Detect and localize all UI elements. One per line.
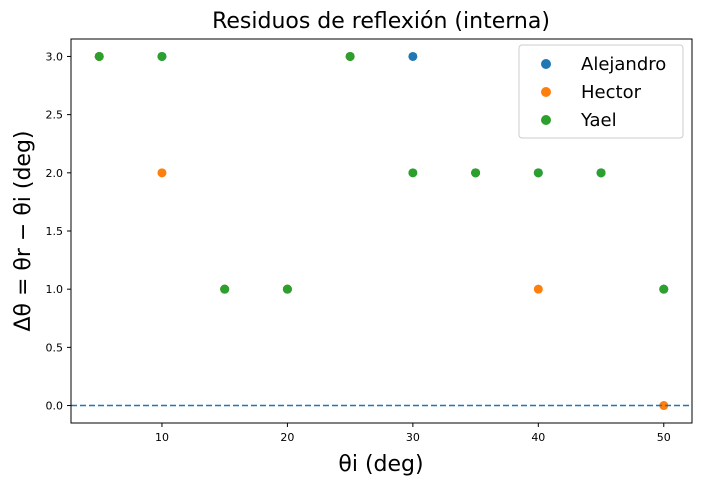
y-axis-title: Δθ = θr − θi (deg) (11, 130, 36, 331)
data-point (94, 51, 104, 61)
data-markers (94, 51, 669, 411)
chart-title: Residuos de reflexión (interna) (212, 9, 550, 34)
data-point (157, 51, 167, 61)
legend-marker-hector (541, 87, 551, 97)
legend-label-alejandro: Alejandro (581, 54, 666, 75)
legend-label-hector: Hector (581, 82, 642, 103)
x-tick-label: 30 (406, 431, 420, 444)
data-point (596, 168, 606, 178)
data-point (282, 284, 292, 294)
legend-box (518, 44, 684, 139)
data-point (157, 168, 167, 178)
x-tick-label: 40 (531, 431, 545, 444)
data-point (533, 284, 543, 294)
data-point (471, 168, 481, 178)
data-point (659, 284, 669, 294)
legend-items: Alejandro Hector Yael (541, 54, 666, 131)
y-tick-label: 0.5 (46, 341, 64, 354)
x-axis-title: θi (deg) (338, 452, 423, 477)
data-point (533, 168, 543, 178)
data-point (659, 401, 669, 411)
y-tick-label: 0.0 (46, 400, 64, 413)
y-tick-label: 2.0 (46, 167, 64, 180)
y-tick-label: 1.0 (46, 283, 64, 296)
x-tick-label: 10 (155, 431, 169, 444)
y-tick-label: 3.0 (46, 50, 64, 63)
x-tick-label: 50 (657, 431, 671, 444)
series-yael (94, 51, 669, 294)
data-point (408, 168, 418, 178)
legend-marker-alejandro (541, 59, 551, 69)
y-tick-label: 1.5 (46, 225, 64, 238)
legend-marker-yael (541, 115, 551, 125)
x-tick-label: 20 (280, 431, 294, 444)
legend: Alejandro Hector Yael (518, 44, 684, 139)
y-axis-ticks: 0.0 0.5 1.0 1.5 2.0 2.5 3.0 (46, 50, 71, 413)
y-tick-label: 2.5 (46, 109, 64, 122)
data-point (345, 51, 355, 61)
x-axis-ticks: 10 20 30 40 50 (155, 423, 671, 444)
legend-label-yael: Yael (580, 110, 617, 131)
data-point (408, 51, 418, 61)
data-point (220, 284, 230, 294)
